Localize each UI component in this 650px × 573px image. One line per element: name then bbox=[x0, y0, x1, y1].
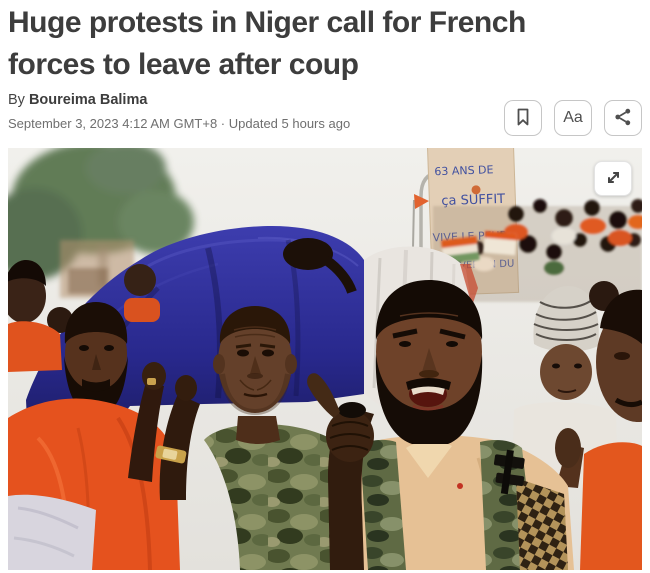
text-size-icon: Aa bbox=[563, 109, 583, 126]
share-icon bbox=[611, 105, 635, 132]
byline: By Boureima Balima bbox=[8, 92, 350, 108]
byline-block: By Boureima Balima September 3, 2023 4:1… bbox=[8, 92, 350, 131]
article-photo: 63 ANS DE ça SUFFIT VIVE LE PEUPLE SOUVE… bbox=[8, 148, 642, 570]
sign-text-line: ça SUFFIT bbox=[441, 192, 505, 209]
article-meta-row: By Boureima Balima September 3, 2023 4:1… bbox=[8, 92, 642, 136]
page-title: Huge protests in Niger call for French f… bbox=[8, 6, 526, 81]
author-link[interactable]: Boureima Balima bbox=[28, 92, 148, 108]
sign-text-line: 63 ANS DE bbox=[434, 163, 494, 178]
expand-icon bbox=[603, 167, 624, 191]
protester-far-right bbox=[580, 289, 642, 570]
protester-left-group bbox=[8, 260, 160, 372]
share-button[interactable] bbox=[604, 100, 642, 136]
expand-photo-button[interactable] bbox=[594, 161, 632, 196]
article-toolbar: Aa bbox=[504, 100, 642, 136]
save-button[interactable] bbox=[504, 100, 542, 136]
foreground-fabric bbox=[8, 494, 96, 570]
bookmark-icon bbox=[511, 105, 535, 132]
photo-scene: 63 ANS DE ça SUFFIT VIVE LE PEUPLE SOUVE… bbox=[8, 148, 642, 570]
byline-prefix: By bbox=[8, 92, 29, 108]
protester-camouflage bbox=[155, 306, 356, 570]
article-timestamp: September 3, 2023 4:12 AM GMT+8 · Update… bbox=[8, 116, 351, 131]
protester-shouting bbox=[283, 238, 574, 570]
text-size-button[interactable]: Aa bbox=[554, 100, 592, 136]
